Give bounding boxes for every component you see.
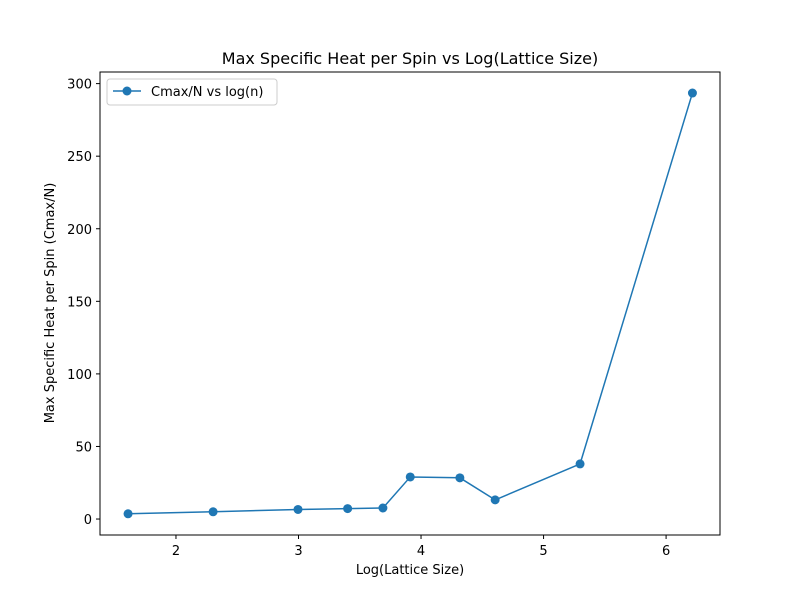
chart-title: Max Specific Heat per Spin vs Log(Lattic… bbox=[222, 49, 598, 68]
data-point bbox=[343, 504, 353, 514]
y-tick-label: 50 bbox=[75, 440, 92, 455]
y-tick-label: 150 bbox=[67, 295, 92, 310]
y-tick-label: 250 bbox=[67, 150, 92, 165]
data-point bbox=[123, 509, 133, 519]
series-line bbox=[128, 92, 694, 515]
series-layer bbox=[123, 88, 697, 519]
x-tick-label: 6 bbox=[662, 544, 670, 559]
data-point bbox=[293, 504, 303, 514]
legend-entry-label: Cmax/N vs log(n) bbox=[151, 85, 263, 100]
legend: Cmax/N vs log(n) bbox=[106, 78, 278, 106]
data-point bbox=[378, 503, 388, 513]
y-tick-label: 100 bbox=[67, 368, 92, 383]
x-tick-label: 5 bbox=[539, 544, 547, 559]
y-axis-label: Max Specific Heat per Spin (Cmax/N) bbox=[43, 183, 58, 424]
data-point bbox=[455, 473, 465, 483]
x-axis-ticks: 2 3 4 5 6 bbox=[172, 535, 670, 559]
y-axis-ticks: 0 50 100 150 200 250 300 bbox=[67, 78, 100, 528]
legend-box bbox=[106, 78, 278, 106]
x-tick-label: 2 bbox=[172, 544, 180, 559]
data-point bbox=[490, 495, 500, 505]
data-point bbox=[405, 472, 415, 482]
y-tick-label: 200 bbox=[67, 223, 92, 238]
x-tick-label: 3 bbox=[294, 544, 302, 559]
data-point bbox=[208, 507, 218, 517]
x-axis-label: Log(Lattice Size) bbox=[356, 563, 464, 578]
legend-marker-swatch bbox=[122, 86, 132, 96]
plot-frame bbox=[99, 71, 721, 536]
y-tick-label: 0 bbox=[84, 513, 92, 528]
data-point bbox=[575, 459, 585, 469]
data-point bbox=[687, 88, 697, 98]
x-tick-label: 4 bbox=[417, 544, 425, 559]
y-tick-label: 300 bbox=[67, 78, 92, 93]
